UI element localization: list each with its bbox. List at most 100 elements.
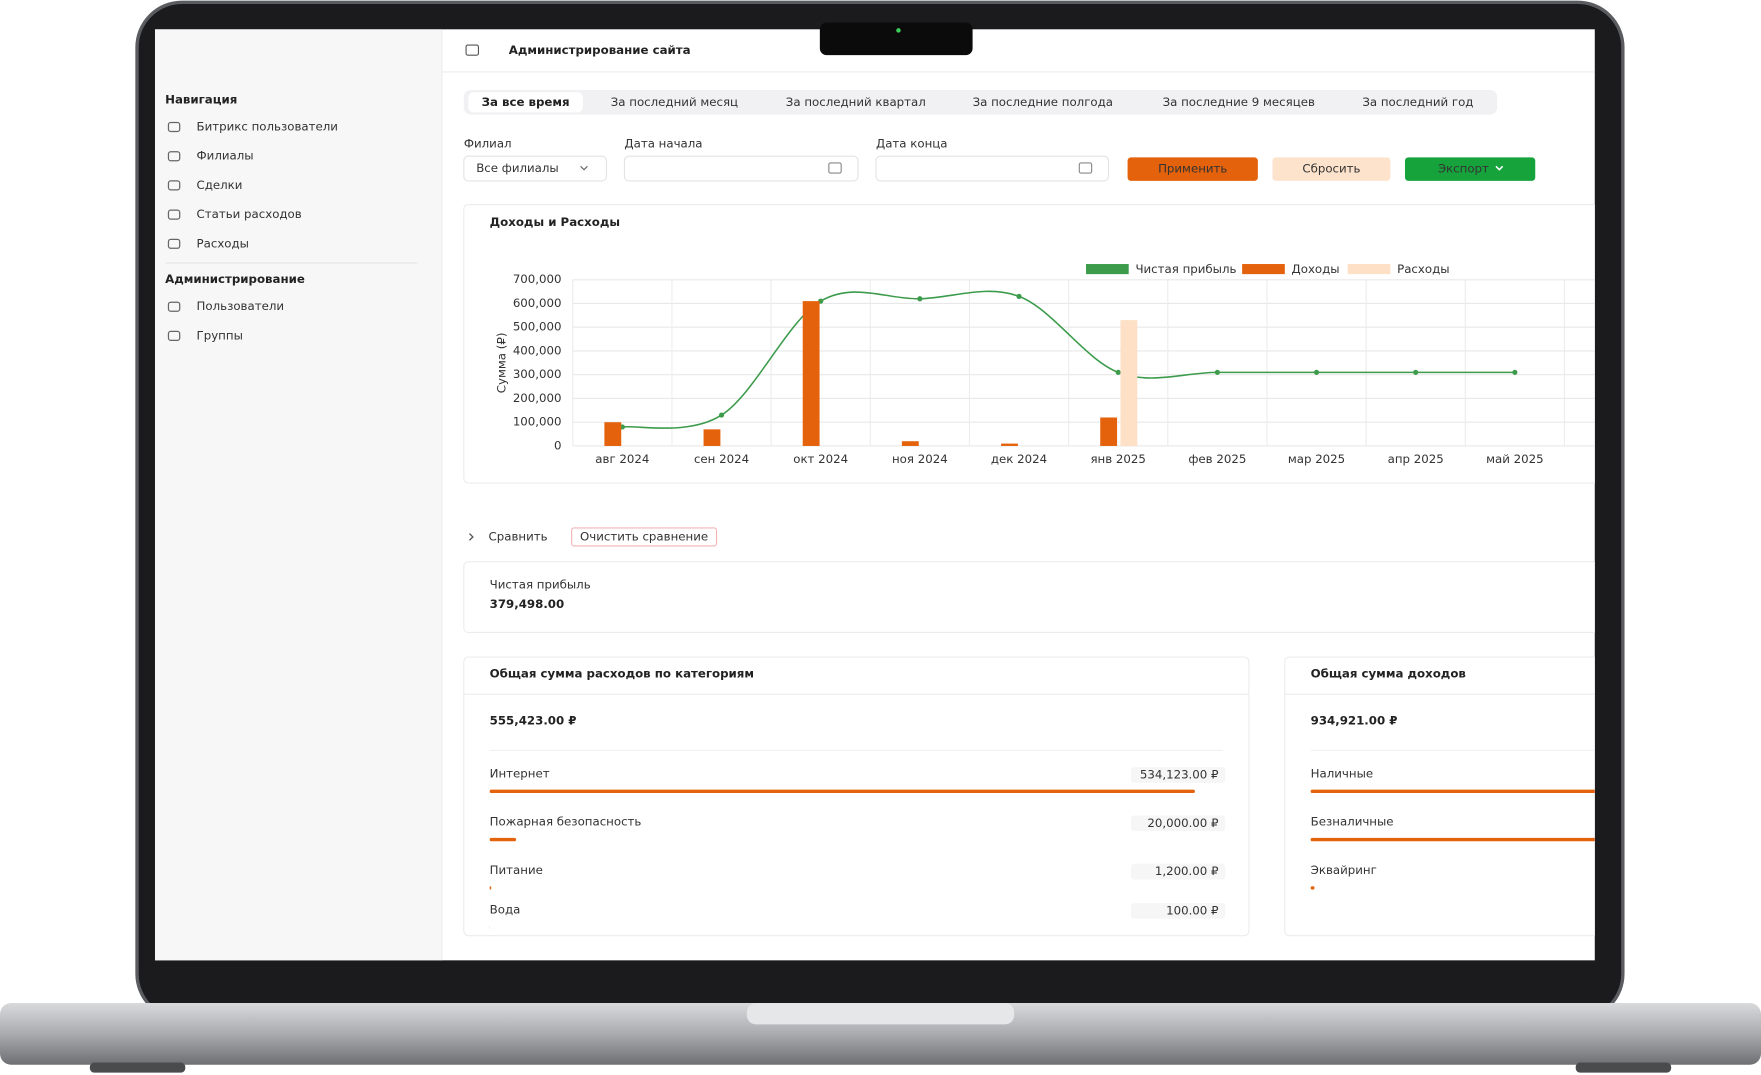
nav-icon <box>167 151 181 162</box>
tab[interactable]: За последний квартал <box>786 95 926 109</box>
category-name: Пожарная безопасность <box>490 815 642 829</box>
base-notch <box>746 1003 1015 1025</box>
nav-item[interactable]: Битрикс пользователи <box>197 120 338 134</box>
foot <box>89 1062 186 1073</box>
x-tick-label: мар 2025 <box>1288 452 1345 466</box>
category-name: Наличные <box>1311 766 1373 780</box>
line-point <box>1313 369 1320 375</box>
y-tick-label: 0 <box>554 438 562 452</box>
date-input[interactable] <box>875 155 1110 182</box>
chart-title: Доходы и Расходы <box>490 215 620 229</box>
button-reset[interactable] <box>1272 157 1391 181</box>
y-tick-label: 100,000 <box>513 415 562 429</box>
button-label[interactable]: Применить <box>1158 162 1227 176</box>
legend-label: Расходы <box>1397 262 1449 276</box>
category-amount: 100.00 ₽ <box>1166 903 1219 917</box>
nav-item[interactable]: Сделки <box>197 178 243 192</box>
incomes-card <box>1284 656 1595 937</box>
legend-label: Чистая прибыль <box>1135 262 1236 276</box>
chart-card <box>463 203 1595 484</box>
button-export[interactable] <box>1404 157 1536 181</box>
calendar-icon <box>828 162 842 174</box>
chevron <box>580 165 588 171</box>
nav-icon <box>167 238 181 249</box>
bar <box>703 429 721 446</box>
filter-label: Дата начала <box>624 136 702 150</box>
tab[interactable]: За последний месяц <box>611 95 738 109</box>
category-amount: 20,000.00 ₽ <box>1147 816 1219 830</box>
button-label[interactable]: Сбросить <box>1302 162 1360 176</box>
clear-compare-button[interactable] <box>571 527 718 547</box>
tab[interactable]: За последние полгода <box>973 95 1113 109</box>
y-tick-label: 600,000 <box>513 296 562 310</box>
foot <box>1575 1062 1672 1073</box>
line-point <box>1115 369 1121 375</box>
nav-item[interactable]: Расходы <box>197 236 249 250</box>
amount-badge <box>1130 863 1226 880</box>
y-tick-label: 500,000 <box>513 320 562 334</box>
expenses-card <box>463 656 1250 937</box>
line-point <box>1214 369 1220 375</box>
page-title: Администрирование сайта <box>509 43 691 57</box>
y-tick-label: 300,000 <box>513 367 562 381</box>
category-name: Безналичные <box>1311 815 1394 829</box>
line-point <box>1413 369 1419 375</box>
net-profit-label: Чистая прибыль <box>490 578 591 592</box>
tab[interactable]: За последние 9 месяцев <box>1163 95 1315 109</box>
sidebar-section-title: Администрирование <box>165 272 305 286</box>
amount-badge <box>1130 815 1226 832</box>
nav-icon <box>167 301 181 312</box>
category-name: Эквайринг <box>1311 863 1377 877</box>
tab[interactable]: За все время <box>482 95 570 109</box>
branch-select[interactable] <box>463 155 608 182</box>
legend-label: Доходы <box>1292 262 1340 276</box>
legend-swatch <box>1242 264 1285 275</box>
filter-label: Филиал <box>464 136 512 150</box>
x-tick-label: авг 2024 <box>595 452 649 466</box>
nav-item[interactable]: Группы <box>197 328 243 342</box>
net-profit-card <box>463 561 1595 633</box>
date-input[interactable] <box>623 155 859 182</box>
line <box>622 290 1515 429</box>
nav-icon <box>167 180 181 191</box>
active-tab <box>468 92 583 113</box>
y-axis-title: Сумма (₽) <box>495 333 509 394</box>
nav-icon <box>167 209 181 220</box>
clear-compare-label[interactable]: Очистить сравнение <box>580 529 708 543</box>
bar <box>901 441 919 446</box>
button-apply[interactable] <box>1127 157 1258 181</box>
sidebar-toggle[interactable] <box>465 44 479 56</box>
y-tick-label: 700,000 <box>513 272 562 286</box>
line-point <box>1512 369 1518 375</box>
legend-swatch <box>1347 264 1391 275</box>
bar <box>1100 417 1118 446</box>
camera-notch <box>819 22 973 56</box>
category-name: Интернет <box>490 766 550 780</box>
compare-label[interactable]: Сравнить <box>489 529 548 543</box>
card-title: Общая сумма доходов <box>1311 666 1466 680</box>
button-label[interactable]: Экспорт <box>1438 162 1489 176</box>
branch-value: Все филиалы <box>476 161 559 175</box>
nav-icon <box>167 121 181 133</box>
nav-item[interactable]: Филиалы <box>197 149 254 163</box>
net-profit-value: 379,498.00 <box>490 597 565 611</box>
progress-bar <box>1310 886 1315 890</box>
category-amount: 534,123.00 ₽ <box>1140 768 1219 782</box>
nav-item[interactable]: Статьи расходов <box>197 207 302 221</box>
app: Навигация Битрикс пользователи Филиалы Сдел… <box>154 29 1595 961</box>
nav-item[interactable]: Пользователи <box>197 299 284 313</box>
x-tick-label: май 2025 <box>1486 452 1544 466</box>
nav-icon <box>167 330 181 342</box>
progress-bar <box>489 837 517 842</box>
tab[interactable]: За последний год <box>1362 95 1473 109</box>
bar <box>1001 443 1018 446</box>
amount-badge <box>1130 903 1226 919</box>
x-tick-label: фев 2025 <box>1188 452 1246 466</box>
category-name: Вода <box>490 902 521 916</box>
x-tick-label: ноя 2024 <box>892 452 948 466</box>
compare-chevron[interactable] <box>468 533 474 541</box>
y-tick-label: 200,000 <box>513 391 562 405</box>
progress-bar <box>489 886 492 890</box>
